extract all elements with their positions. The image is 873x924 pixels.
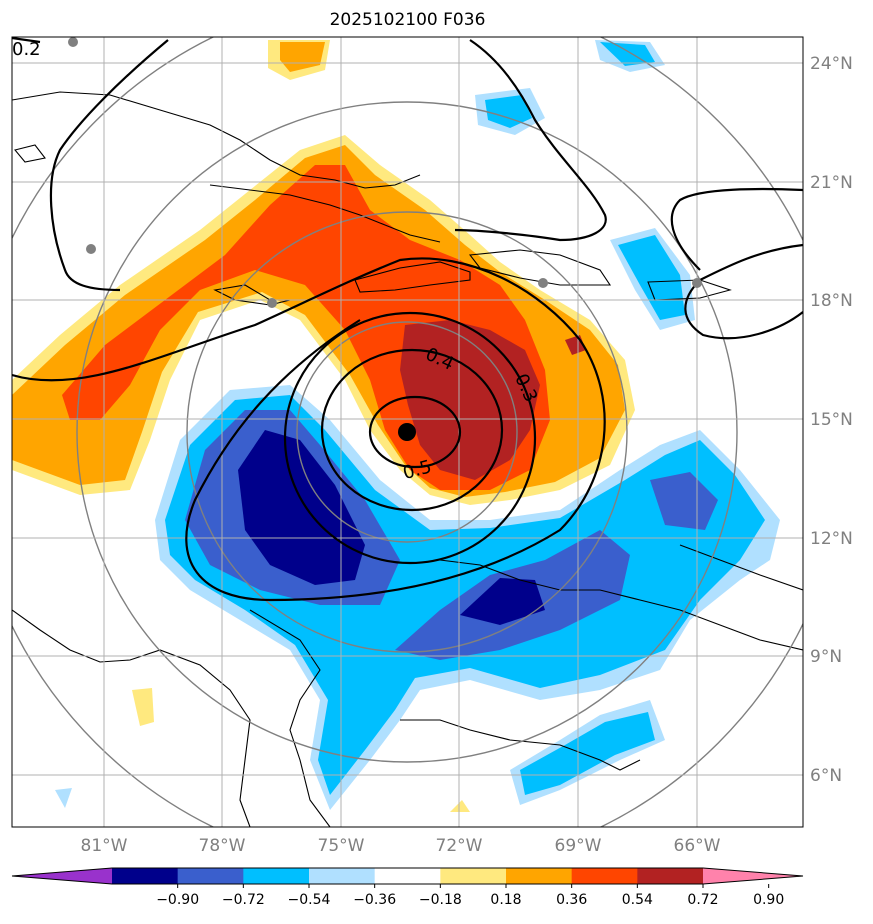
lon-label: 75°W xyxy=(318,836,365,856)
colorbar-tick-label: −0.18 xyxy=(419,892,462,908)
colorbar-extend-low xyxy=(12,868,112,884)
lon-label: 66°W xyxy=(674,836,721,856)
positive-anomaly-yellow-south xyxy=(450,800,470,812)
colorbar-tick-label: 0.18 xyxy=(490,892,521,908)
lon-label: 72°W xyxy=(436,836,483,856)
negative-anomaly-lightblue-sw xyxy=(55,788,72,808)
station-markers xyxy=(68,37,702,308)
negative-anomaly-skyblue-se xyxy=(520,712,655,795)
positive-anomaly-orange-top xyxy=(280,42,325,72)
colorbar-segment xyxy=(309,868,376,884)
lat-label: 12°N xyxy=(810,529,853,549)
colorbar-extend-high xyxy=(703,868,803,884)
negative-anomaly-navy-east xyxy=(460,578,545,625)
colorbar-segment xyxy=(637,868,704,884)
lon-label: 81°W xyxy=(81,836,128,856)
contour-lines xyxy=(12,37,803,602)
lat-label: 18°N xyxy=(810,291,853,311)
lon-label: 69°W xyxy=(555,836,602,856)
latitude-labels: 24°N 21°N 18°N 15°N 12°N 9°N 6°N xyxy=(810,54,853,786)
negative-anomaly-skyblue-top xyxy=(485,95,532,128)
colorbar-tick-label: −0.90 xyxy=(156,892,199,908)
lat-label: 24°N xyxy=(810,54,853,74)
positive-anomaly-yellow-small xyxy=(132,688,154,726)
map-title: 2025102100 F036 xyxy=(329,10,486,30)
lat-label: 9°N xyxy=(810,647,842,667)
negative-anomaly-skyblue-ne xyxy=(618,235,685,320)
gridlines xyxy=(12,37,803,827)
colorbar-segment xyxy=(440,868,507,884)
contour-label-0-2: 0.2 xyxy=(12,39,41,60)
lon-label: 78°W xyxy=(199,836,246,856)
lat-label: 6°N xyxy=(810,766,842,786)
lat-label: 15°N xyxy=(810,410,853,430)
colorbar-tick-label: 0.36 xyxy=(556,892,587,908)
colorbar-segment xyxy=(571,868,638,884)
colorbar-tick-label: −0.72 xyxy=(222,892,265,908)
negative-anomaly-royalblue-far-east xyxy=(650,472,718,530)
map-frame xyxy=(11,36,804,828)
colorbar-tick-label: 0.90 xyxy=(753,892,784,908)
colorbar-tick-label: 0.54 xyxy=(622,892,653,908)
lat-label: 21°N xyxy=(810,173,853,193)
map-plot-area: 0.2 0.4 0.3 0.5 xyxy=(12,37,803,827)
colorbar-tick-label: −0.36 xyxy=(353,892,396,908)
colorbar-segment xyxy=(177,868,244,884)
colorbar-tick-label: −0.54 xyxy=(288,892,331,908)
colorbar-segment xyxy=(374,868,441,884)
colorbar-segment xyxy=(243,868,310,884)
longitude-labels: 81°W 78°W 75°W 72°W 69°W 66°W xyxy=(81,836,721,856)
storm-center-marker xyxy=(398,423,416,441)
colorbar-tick-label: 0.72 xyxy=(687,892,718,908)
colorbar-segment xyxy=(112,868,179,884)
colorbar-outline xyxy=(11,867,804,885)
colorbar-segment xyxy=(506,868,573,884)
positive-anomaly-darkred xyxy=(400,320,540,480)
colorbar: −0.90 −0.72 −0.54 −0.36 −0.18 0.18 0.36 0.54 0.7… xyxy=(11,867,804,908)
negative-anomaly-navy xyxy=(238,430,365,585)
range-rings xyxy=(12,37,803,827)
